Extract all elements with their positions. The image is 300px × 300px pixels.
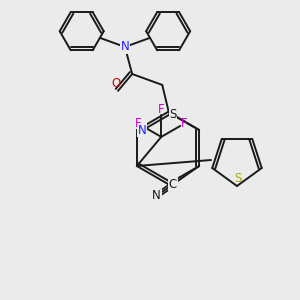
Text: N: N <box>137 124 146 136</box>
Text: N: N <box>152 189 161 202</box>
Text: F: F <box>135 117 141 130</box>
Text: F: F <box>181 117 188 130</box>
Text: O: O <box>111 77 121 90</box>
Text: S: S <box>169 109 177 122</box>
Text: F: F <box>158 103 165 116</box>
Text: C: C <box>169 178 177 191</box>
Text: N: N <box>121 40 129 53</box>
Text: S: S <box>234 172 242 185</box>
